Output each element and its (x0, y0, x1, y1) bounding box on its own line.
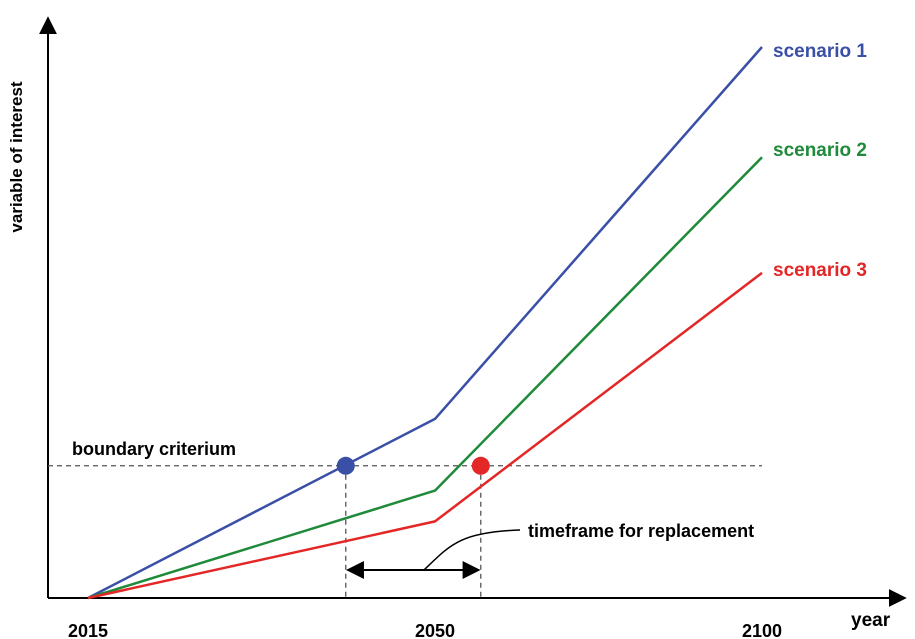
series-label-scenario-1: scenario 1 (773, 41, 867, 62)
x-tick-label: 2015 (68, 621, 108, 639)
timeframe-label: timeframe for replacement (528, 521, 754, 541)
y-axis-label: variable of interest (7, 81, 26, 233)
series-line-scenario-2 (87, 156, 763, 600)
series-line-scenario-3 (87, 271, 763, 600)
series-label-scenario-2: scenario 2 (773, 140, 867, 161)
series-label-scenario-3: scenario 3 (773, 260, 867, 281)
x-axis-label: year (851, 610, 891, 631)
boundary-criterium-label: boundary criterium (72, 439, 236, 459)
x-tick-label: 2100 (742, 621, 782, 639)
crossing-point-scenario-1 (336, 456, 355, 475)
crossing-point-scenario-3 (471, 456, 490, 475)
x-tick-label: 2050 (415, 621, 455, 639)
series-line-scenario-1 (87, 46, 763, 600)
timeframe-leader (423, 529, 521, 571)
